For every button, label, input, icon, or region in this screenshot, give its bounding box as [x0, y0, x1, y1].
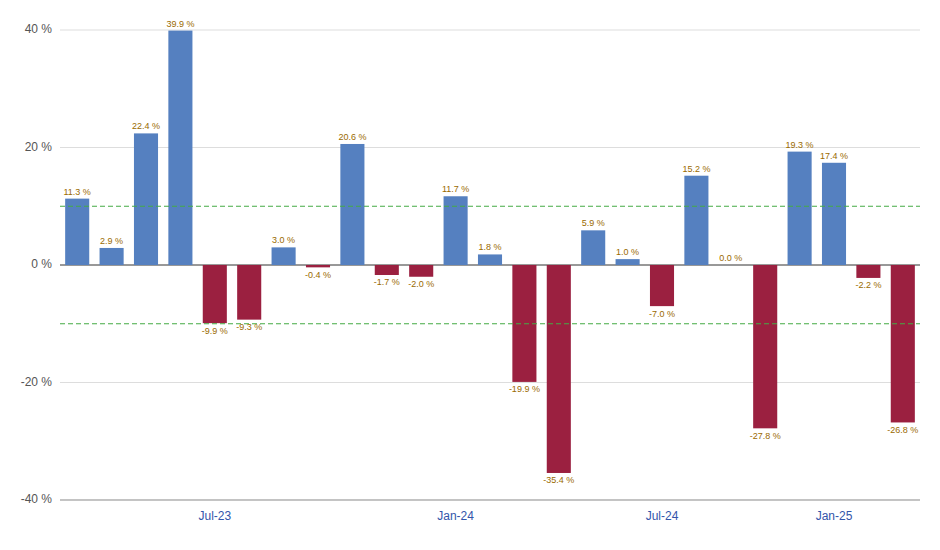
bar	[788, 152, 812, 265]
bars	[65, 31, 915, 473]
data-label: 19.3 %	[786, 140, 814, 150]
bar	[856, 265, 880, 278]
data-label: -9.3 %	[236, 322, 262, 332]
data-label: -26.8 %	[887, 425, 918, 435]
bar	[168, 31, 192, 265]
reference-lines	[60, 206, 920, 324]
data-label: -2.0 %	[408, 279, 434, 289]
x-tick-label: Jan-24	[437, 509, 474, 523]
bar	[340, 144, 364, 265]
y-tick-label: 20 %	[25, 140, 53, 154]
data-label: 5.9 %	[582, 218, 605, 228]
bar	[203, 265, 227, 323]
x-tick-label: Jul-23	[198, 509, 231, 523]
data-label: 2.9 %	[100, 236, 123, 246]
bar	[684, 176, 708, 265]
data-label: 1.8 %	[478, 242, 501, 252]
data-label: 20.6 %	[338, 132, 366, 142]
data-label: -35.4 %	[543, 475, 574, 485]
bar	[134, 133, 158, 265]
bar	[375, 265, 399, 275]
bar	[272, 247, 296, 265]
bar	[891, 265, 915, 422]
bar	[306, 265, 330, 267]
y-tick-label: -40 %	[21, 492, 53, 506]
bar	[822, 163, 846, 265]
data-label: -0.4 %	[305, 270, 331, 280]
data-label: 39.9 %	[166, 19, 194, 29]
bar	[100, 248, 124, 265]
data-label: 22.4 %	[132, 121, 160, 131]
data-label: 15.2 %	[682, 164, 710, 174]
bar	[581, 230, 605, 265]
reference-line	[60, 323, 920, 324]
chart: -40 % -20 % 0 % 20 % 40 % 11.3 % 2.9 % 22.4 % 39…	[0, 0, 940, 550]
bar	[719, 265, 743, 266]
grid-line	[60, 500, 920, 501]
reference-line	[60, 206, 920, 207]
x-tick-label: Jan-25	[816, 509, 853, 523]
data-label: 0.0 %	[719, 253, 742, 263]
bar	[753, 265, 777, 428]
data-label: 1.0 %	[616, 247, 639, 257]
data-label: 11.3 %	[64, 187, 91, 197]
y-tick-label: 40 %	[25, 22, 53, 36]
bar	[650, 265, 674, 306]
grid	[60, 30, 920, 500]
bar	[65, 199, 89, 265]
data-label: 17.4 %	[820, 151, 848, 161]
data-label: 3.0 %	[272, 235, 295, 245]
grid-line	[60, 30, 920, 31]
y-tick-label: -20 %	[21, 375, 53, 389]
data-label: 11.7 %	[442, 184, 469, 194]
data-label: -9.9 %	[202, 326, 228, 336]
x-tick-label: Jul-24	[646, 509, 679, 523]
data-label: -27.8 %	[750, 431, 781, 441]
data-label: -7.0 %	[649, 309, 675, 319]
bar	[237, 265, 261, 320]
grid-line	[60, 382, 920, 383]
data-label: -1.7 %	[374, 277, 400, 287]
bar	[547, 265, 571, 473]
bar	[478, 254, 502, 265]
data-label: -19.9 %	[509, 384, 540, 394]
x-axis-line	[60, 500, 920, 501]
y-tick-label: 0 %	[31, 257, 52, 271]
bar	[409, 265, 433, 277]
data-label: -2.2 %	[855, 280, 881, 290]
bar	[616, 259, 640, 265]
